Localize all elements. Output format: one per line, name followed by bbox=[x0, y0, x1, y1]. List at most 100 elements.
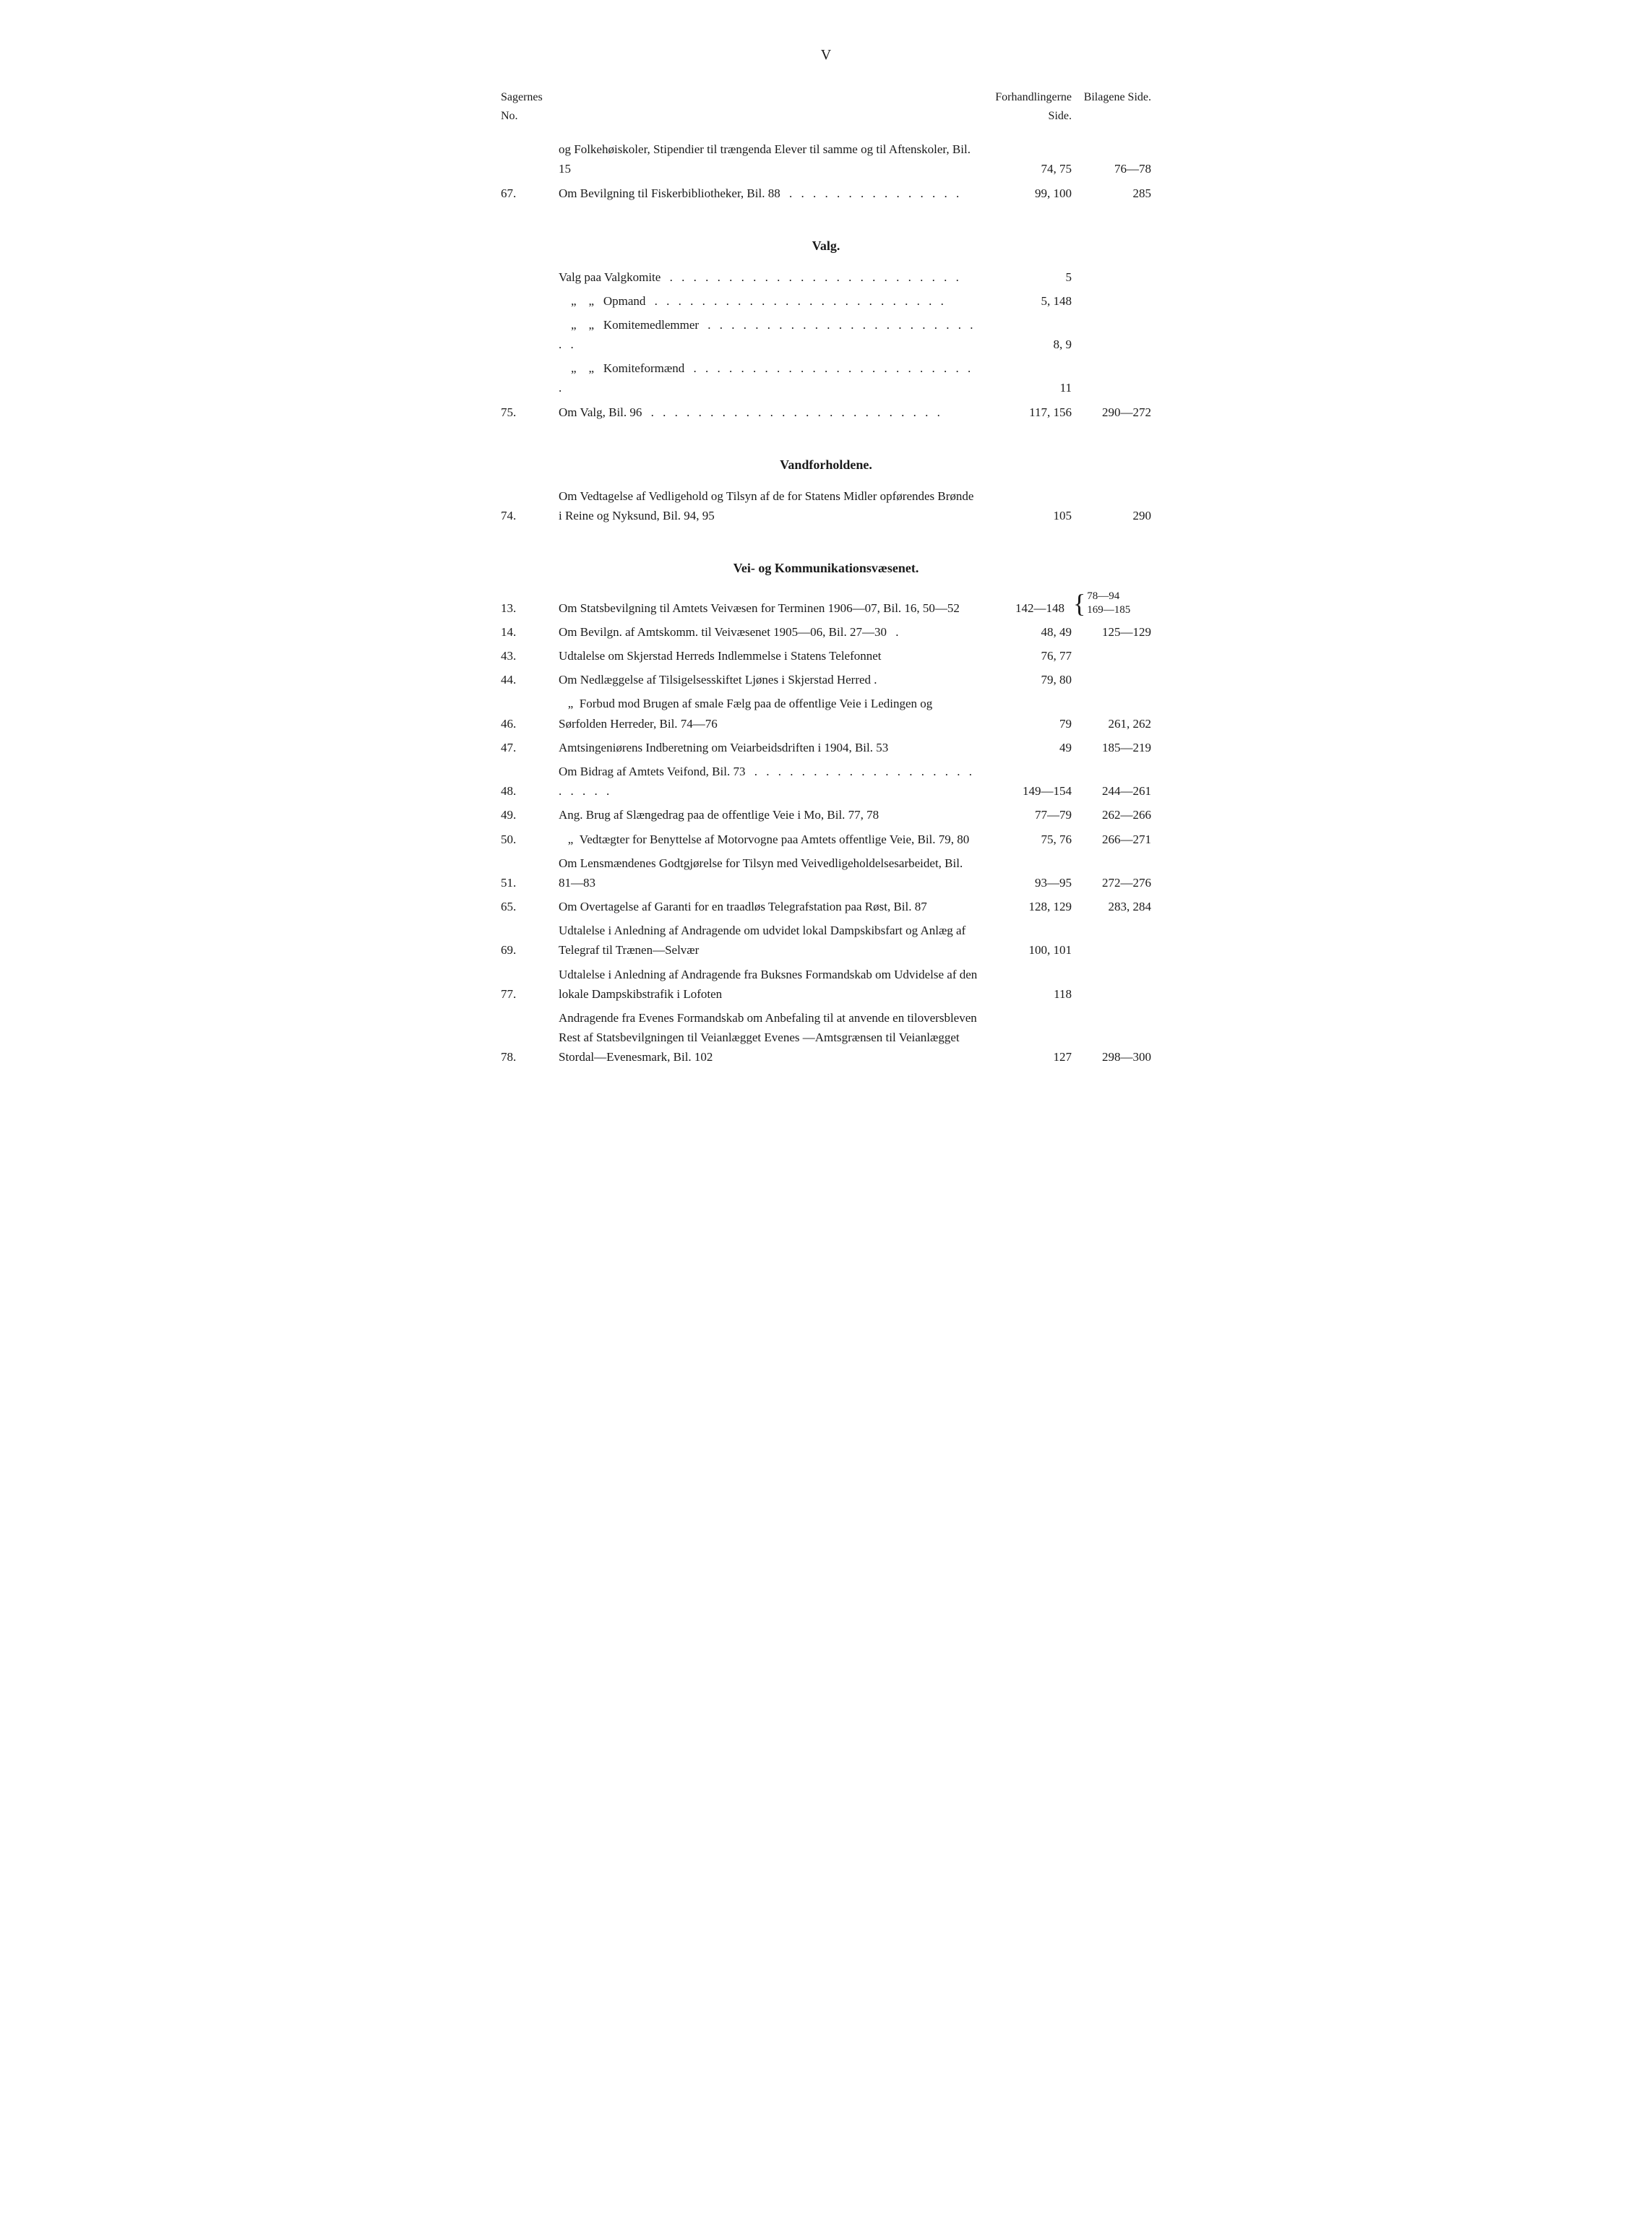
entry-row: 69.Udtalelse i Anledning af Andragende o… bbox=[501, 921, 1151, 960]
entry-no: 77. bbox=[501, 984, 559, 1004]
entry-no: 51. bbox=[501, 873, 559, 892]
entry-sides: 79, 80 bbox=[985, 670, 1072, 689]
entry-bilag: 76—78 bbox=[1072, 159, 1151, 178]
entry-sides: 117, 156 bbox=[985, 403, 1072, 422]
header-no: Sagernes No. bbox=[501, 88, 559, 125]
entry-row: 48.Om Bidrag af Amtets Veifond, Bil. 73 … bbox=[501, 762, 1151, 801]
entry-desc: Valg paa Valgkomite . . . . . . . . . . … bbox=[559, 267, 985, 287]
entry-no: 69. bbox=[501, 940, 559, 960]
header-row: Sagernes No. Forhandlingerne Side. Bilag… bbox=[501, 88, 1151, 125]
entry-bilag: 125—129 bbox=[1072, 622, 1151, 642]
entry-row: 50. „ Vedtægter for Benyttelse af Motorv… bbox=[501, 830, 1151, 849]
header-desc-spacer bbox=[559, 88, 985, 125]
entry-desc: Om Overtagelse af Garanti for en traadlø… bbox=[559, 897, 985, 916]
entry-desc: „ Forbud mod Brugen af smale Fælg paa de… bbox=[559, 694, 985, 733]
entry-row: 65.Om Overtagelse af Garanti for en traa… bbox=[501, 897, 1151, 916]
entry-sides: 93—95 bbox=[985, 873, 1072, 892]
section-title: Valg. bbox=[501, 236, 1151, 257]
entry-desc: „ „ Komiteformænd . . . . . . . . . . . … bbox=[559, 358, 985, 397]
entry-desc: Om Nedlæggelse af Tilsigelsesskiftet Ljø… bbox=[559, 670, 985, 689]
entry-no: 13. bbox=[501, 598, 559, 618]
entry-no: 50. bbox=[501, 830, 559, 849]
sections-container: Valg. Valg paa Valgkomite . . . . . . . .… bbox=[501, 236, 1151, 1067]
entry-sides: 5 bbox=[985, 267, 1072, 287]
entry-bilag: 290 bbox=[1072, 506, 1151, 525]
entry-desc: Om Bevilgning til Fiskerbibliotheker, Bi… bbox=[559, 184, 985, 203]
entry-sides: 127 bbox=[985, 1047, 1072, 1067]
entry-desc: Om Vedtagelse af Vedligehold og Tilsyn a… bbox=[559, 486, 985, 525]
entry-no: 47. bbox=[501, 738, 559, 757]
entry-sides: 8, 9 bbox=[985, 335, 1072, 354]
entry-row: „ „ Komitemedlemmer . . . . . . . . . . … bbox=[501, 315, 1151, 354]
entry-row: „ „ Komiteformænd . . . . . . . . . . . … bbox=[501, 358, 1151, 397]
entry-sides: 100, 101 bbox=[985, 940, 1072, 960]
entry-sides: 142—148 bbox=[978, 598, 1064, 618]
entry-no: 49. bbox=[501, 805, 559, 825]
entry-sides: 48, 49 bbox=[985, 622, 1072, 642]
entry-bilag: 262—266 bbox=[1072, 805, 1151, 825]
entry-row: 74.Om Vedtagelse af Vedligehold og Tilsy… bbox=[501, 486, 1151, 525]
entry-sides: 49 bbox=[985, 738, 1072, 757]
entry-desc: Udtalelse om Skjerstad Herreds Indlemmel… bbox=[559, 646, 985, 666]
entry-sides: 76, 77 bbox=[985, 646, 1072, 666]
entry-row: 44.Om Nedlæggelse af Tilsigelsesskiftet … bbox=[501, 670, 1151, 689]
entry-sides: 99, 100 bbox=[985, 184, 1072, 203]
entry-bilag: 283, 284 bbox=[1072, 897, 1151, 916]
entry-desc: Udtalelse i Anledning af Andragende om u… bbox=[559, 921, 985, 960]
top-entries-container: og Folkehøiskoler, Stipendier til trænge… bbox=[501, 139, 1151, 203]
entry-bilag: 244—261 bbox=[1072, 781, 1151, 801]
entry-desc: Om Valg, Bil. 96 . . . . . . . . . . . .… bbox=[559, 403, 985, 422]
entry-desc: „ Vedtægter for Benyttelse af Motorvogne… bbox=[559, 830, 985, 849]
entry-no: 78. bbox=[501, 1047, 559, 1067]
entry-sides: 11 bbox=[985, 378, 1072, 397]
section-title: Vandforholdene. bbox=[501, 455, 1151, 476]
entry-no: 65. bbox=[501, 897, 559, 916]
entry-sides: 74, 75 bbox=[985, 159, 1072, 178]
entry-no: 48. bbox=[501, 781, 559, 801]
entry-row: 51.Om Lensmændenes Godtgjørelse for Tils… bbox=[501, 853, 1151, 892]
page-number: V bbox=[501, 43, 1151, 66]
entry-row: 47.Amtsingeniørens Indberetning om Veiar… bbox=[501, 738, 1151, 757]
entry-desc: „ „ Opmand . . . . . . . . . . . . . . .… bbox=[559, 291, 985, 311]
entry-bilag: 261, 262 bbox=[1072, 714, 1151, 733]
entry-bilag: {78—94169—185 bbox=[1064, 590, 1151, 618]
entry-no: 43. bbox=[501, 646, 559, 666]
entry-sides: 128, 129 bbox=[985, 897, 1072, 916]
entry-desc: Udtalelse i Anledning af Andragende fra … bbox=[559, 965, 985, 1004]
entry-desc: Om Bidrag af Amtets Veifond, Bil. 73 . .… bbox=[559, 762, 985, 801]
entry-no: 44. bbox=[501, 670, 559, 689]
entry-row: 49.Ang. Brug af Slængedrag paa de offent… bbox=[501, 805, 1151, 825]
entry-no: 46. bbox=[501, 714, 559, 733]
entry-row: „ „ Opmand . . . . . . . . . . . . . . .… bbox=[501, 291, 1151, 311]
entry-desc: Ang. Brug af Slængedrag paa de offentlig… bbox=[559, 805, 985, 825]
document-page: V Sagernes No. Forhandlingerne Side. Bil… bbox=[501, 43, 1151, 1067]
entry-row: 13.Om Statsbevilgning til Amtets Veivæse… bbox=[501, 590, 1151, 618]
entry-sides: 5, 148 bbox=[985, 291, 1072, 311]
entry-row: 77.Udtalelse i Anledning af Andragende f… bbox=[501, 965, 1151, 1004]
entry-bilag: 290—272 bbox=[1072, 403, 1151, 422]
entry-row: 14.Om Bevilgn. af Amtskomm. til Veivæsen… bbox=[501, 622, 1151, 642]
entry-no: 75. bbox=[501, 403, 559, 422]
entry-bilag: 298—300 bbox=[1072, 1047, 1151, 1067]
entry-sides: 75, 76 bbox=[985, 830, 1072, 849]
entry-bilag: 272—276 bbox=[1072, 873, 1151, 892]
entry-no: 67. bbox=[501, 184, 559, 203]
entry-desc: Om Statsbevilgning til Amtets Veivæsen f… bbox=[559, 598, 978, 618]
entry-sides: 77—79 bbox=[985, 805, 1072, 825]
entry-row: Valg paa Valgkomite . . . . . . . . . . … bbox=[501, 267, 1151, 287]
section-title: Vei- og Kommunikationsvæsenet. bbox=[501, 558, 1151, 579]
entry-sides: 118 bbox=[985, 984, 1072, 1004]
entry-bilag: 185—219 bbox=[1072, 738, 1151, 757]
entry-desc: „ „ Komitemedlemmer . . . . . . . . . . … bbox=[559, 315, 985, 354]
entry-bilag: 285 bbox=[1072, 184, 1151, 203]
entry-row: 46. „ Forbud mod Brugen af smale Fælg pa… bbox=[501, 694, 1151, 733]
entry-row: 75.Om Valg, Bil. 96 . . . . . . . . . . … bbox=[501, 403, 1151, 422]
header-sides: Forhandlingerne Side. bbox=[985, 88, 1072, 125]
entry-desc: og Folkehøiskoler, Stipendier til trænge… bbox=[559, 139, 985, 178]
entry-row: 67.Om Bevilgning til Fiskerbibliotheker,… bbox=[501, 184, 1151, 203]
entry-row: 78.Andragende fra Evenes Formandskab om … bbox=[501, 1008, 1151, 1067]
entry-no: 14. bbox=[501, 622, 559, 642]
entry-row: 43.Udtalelse om Skjerstad Herreds Indlem… bbox=[501, 646, 1151, 666]
header-bilag: Bilagene Side. bbox=[1072, 88, 1151, 125]
entry-desc: Om Lensmændenes Godtgjørelse for Tilsyn … bbox=[559, 853, 985, 892]
